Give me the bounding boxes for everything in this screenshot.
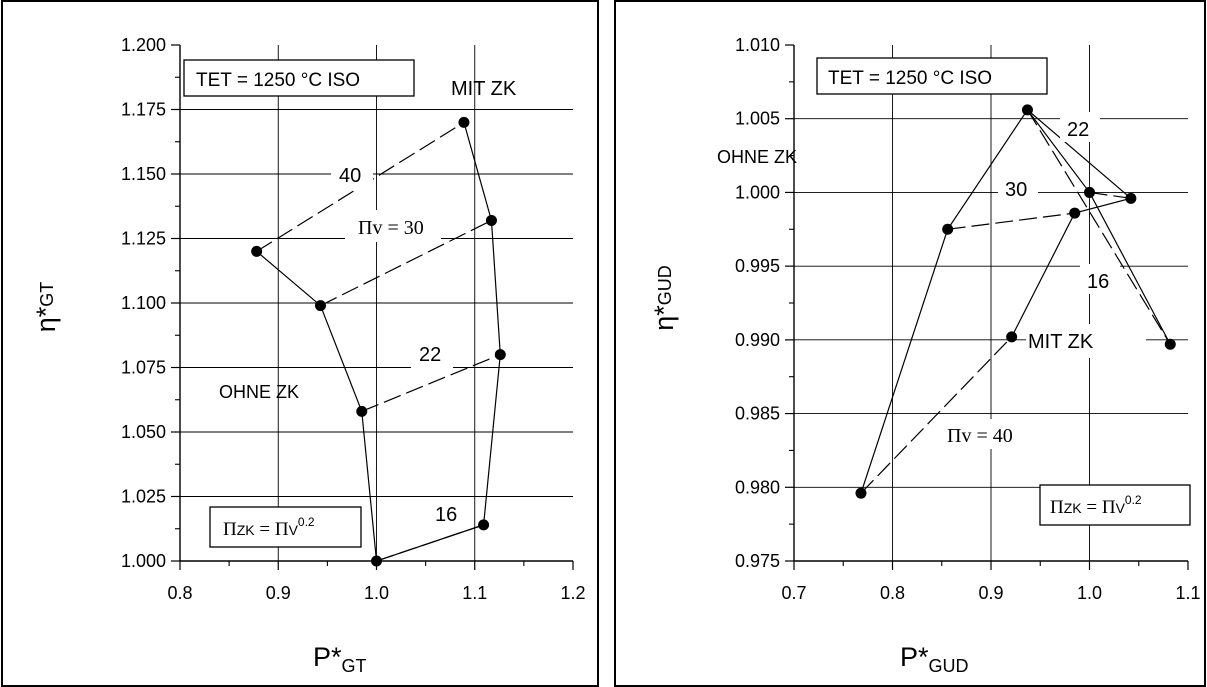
data-point [1006, 331, 1018, 343]
mit-zk-label: MIT ZK [1028, 331, 1094, 353]
chart-panel-right: 0.7 0.8 0.9 1.0 1.1 0.975 0.980 0.985 0.990 0.995… [614, 0, 1206, 687]
data-point [942, 223, 954, 235]
data-markers [855, 104, 1176, 499]
tet-label: TET = 1250 °C ISO [828, 68, 992, 89]
data-point [356, 405, 368, 417]
data-point [1021, 104, 1033, 116]
x-axis-title: P*GUD [900, 642, 969, 676]
series-line-dashed [376, 524, 484, 562]
pi-v-mask [345, 210, 441, 242]
data-point [485, 214, 497, 226]
pizk-formula: ΠZK = ΠV0.2 [1050, 493, 1142, 518]
chart-left: 0.8 0.9 1.0 1.1 1.2 1.000 1.025 1.050 1.075 1.100… [31, 35, 586, 676]
y-tick-label: 1.025 [121, 487, 166, 507]
axes [171, 44, 574, 570]
tick-labels: 0.8 0.9 1.0 1.1 1.2 1.000 1.025 1.050 1.075 1.100… [121, 35, 586, 603]
x-tick-label: 0.9 [978, 583, 1003, 603]
x-tick-label: 1.0 [364, 583, 389, 603]
data-point [1069, 207, 1081, 219]
pi-v-label: Πv = 30 [358, 217, 424, 239]
y-tick-label: 1.000 [735, 182, 780, 202]
y-tick-label: 1.150 [121, 164, 166, 184]
data-point [1164, 338, 1176, 350]
y-tick-label: 0.975 [735, 551, 780, 571]
pizk-box [209, 506, 362, 548]
series-lines [256, 121, 501, 562]
p22-mask [411, 337, 453, 369]
series-line-dashed [1089, 191, 1131, 199]
y-tick-label: 1.200 [121, 35, 166, 55]
label-22: 22 [419, 344, 441, 366]
y-tick-label: 1.010 [735, 35, 780, 55]
pi-v-mask [941, 419, 1041, 449]
y-tick-label: 0.995 [735, 256, 780, 276]
y-tick-label: 1.100 [121, 293, 166, 313]
tick-labels: 0.7 0.8 0.9 1.0 1.1 0.975 0.980 0.985 0.990 0.995… [735, 35, 1201, 603]
x-tick-label: 1.0 [1077, 583, 1102, 603]
y-tick-label: 0.990 [735, 330, 780, 350]
p22-mask [1060, 112, 1100, 142]
chart-panel-left: 0.8 0.9 1.0 1.1 1.2 1.000 1.025 1.050 1.075 1.100… [1, 0, 599, 687]
pizk-box [1039, 484, 1191, 526]
ohne-zk-label: OHNE ZK [717, 147, 797, 167]
x-tick-label: 1.1 [462, 583, 487, 603]
y-tick-label: 1.050 [121, 422, 166, 442]
y-axis-title: η*GT [31, 282, 61, 333]
label-16: 16 [1087, 271, 1109, 293]
y-tick-label: 1.175 [121, 100, 166, 120]
mit-zk-mask [1026, 324, 1146, 358]
series-line-dashed [860, 336, 1013, 494]
y-tick-label: 1.075 [121, 358, 166, 378]
x-axis-title: P*GT [313, 642, 367, 676]
series-line-dashed [320, 219, 492, 307]
y-tick-label: 0.980 [735, 477, 780, 497]
data-markers [251, 116, 506, 567]
x-tick-label: 0.9 [266, 583, 291, 603]
ohne-zk-label: OHNE ZK [219, 382, 299, 402]
tet-box [183, 59, 415, 97]
x-tick-label: 0.7 [781, 583, 806, 603]
series-line-dashed [361, 354, 501, 412]
data-point [1125, 192, 1137, 204]
y-tick-label: 1.005 [735, 109, 780, 129]
pi-v-label: Πv = 40 [947, 425, 1013, 447]
x-tick-label: 0.8 [880, 583, 905, 603]
tet-label: TET = 1250 °C ISO [196, 70, 360, 91]
data-point [855, 487, 867, 499]
data-point [458, 116, 470, 128]
chart-right: 0.7 0.8 0.9 1.0 1.1 0.975 0.980 0.985 0.990 0.995… [649, 35, 1201, 676]
grid-lines [180, 45, 573, 561]
data-point [1084, 186, 1095, 198]
label-40: 40 [339, 165, 361, 187]
label-22: 22 [1067, 119, 1089, 141]
data-point [494, 349, 506, 361]
series-line-solid [1011, 109, 1133, 338]
label-30: 30 [1005, 179, 1027, 201]
tet-box [816, 57, 1048, 95]
y-tick-label: 1.000 [121, 551, 166, 571]
series-line-dashed [947, 212, 1075, 230]
grid-lines [794, 45, 1188, 561]
series-line-solid [256, 250, 378, 562]
p40-mask [331, 158, 373, 190]
p16-mask [1080, 264, 1120, 294]
mit-zk-label: MIT ZK [451, 78, 517, 100]
data-point [251, 245, 263, 257]
x-tick-label: 1.2 [560, 583, 585, 603]
y-tick-label: 1.125 [121, 229, 166, 249]
x-tick-label: 0.8 [167, 583, 192, 603]
p30-mask [998, 172, 1038, 202]
pizk-formula: ΠZK = ΠV0.2 [223, 515, 315, 540]
series-line-dashed [1026, 109, 1171, 345]
y-tick-label: 0.985 [735, 404, 780, 424]
x-tick-label: 1.1 [1175, 583, 1200, 603]
data-point [371, 555, 382, 567]
label-16: 16 [435, 504, 457, 526]
axes [785, 44, 1189, 570]
data-point [478, 519, 490, 531]
y-axis-title: η*GUD [649, 265, 679, 331]
data-point [314, 300, 326, 312]
p16-mask [427, 497, 469, 529]
